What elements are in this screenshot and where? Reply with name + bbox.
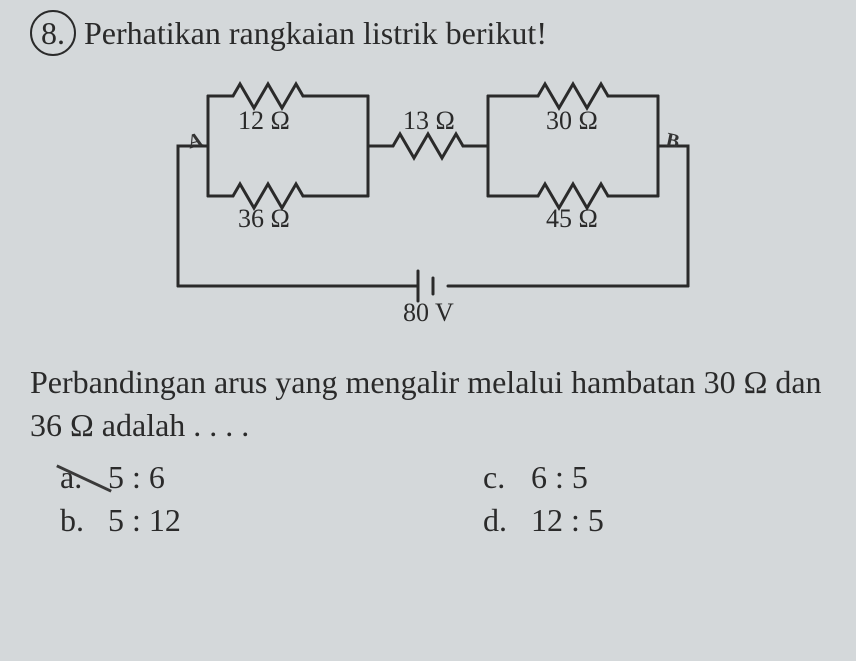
voltage-label: 80 V bbox=[403, 298, 454, 328]
option-letter-b: b. bbox=[60, 502, 108, 539]
option-b: b. 5 : 12 bbox=[60, 502, 403, 539]
resistor-label-r2: 13 Ω bbox=[403, 106, 455, 136]
resistor-label-r5: 45 Ω bbox=[546, 204, 598, 234]
option-d-value: 12 : 5 bbox=[531, 502, 604, 539]
answer-options: a. 5 : 6 c. 6 : 5 b. 5 : 12 d. 12 : 5 bbox=[30, 459, 826, 539]
option-c-value: 6 : 5 bbox=[531, 459, 588, 496]
option-b-value: 5 : 12 bbox=[108, 502, 181, 539]
option-a-value: 5 : 6 bbox=[108, 459, 165, 496]
resistor-label-r4: 36 Ω bbox=[238, 204, 290, 234]
resistor-label-r1: 12 Ω bbox=[238, 106, 290, 136]
question-number: 8. bbox=[30, 10, 76, 56]
question-page: 8. Perhatikan rangkaian listrik berikut! bbox=[0, 0, 856, 549]
question-body: Perbandingan arus yang mengalir melalui … bbox=[30, 361, 826, 447]
question-header: 8. Perhatikan rangkaian listrik berikut! bbox=[30, 10, 826, 56]
option-letter-c: c. bbox=[483, 459, 531, 496]
option-letter-d: d. bbox=[483, 502, 531, 539]
question-prompt: Perhatikan rangkaian listrik berikut! bbox=[84, 15, 547, 52]
circuit-diagram: 12 Ω 13 Ω 30 Ω 36 Ω 45 Ω 80 V A B bbox=[128, 76, 728, 336]
option-letter-a: a. bbox=[60, 459, 108, 496]
resistor-label-r3: 30 Ω bbox=[546, 106, 598, 136]
option-a: a. 5 : 6 bbox=[60, 459, 403, 496]
option-c: c. 6 : 5 bbox=[483, 459, 826, 496]
option-d: d. 12 : 5 bbox=[483, 502, 826, 539]
